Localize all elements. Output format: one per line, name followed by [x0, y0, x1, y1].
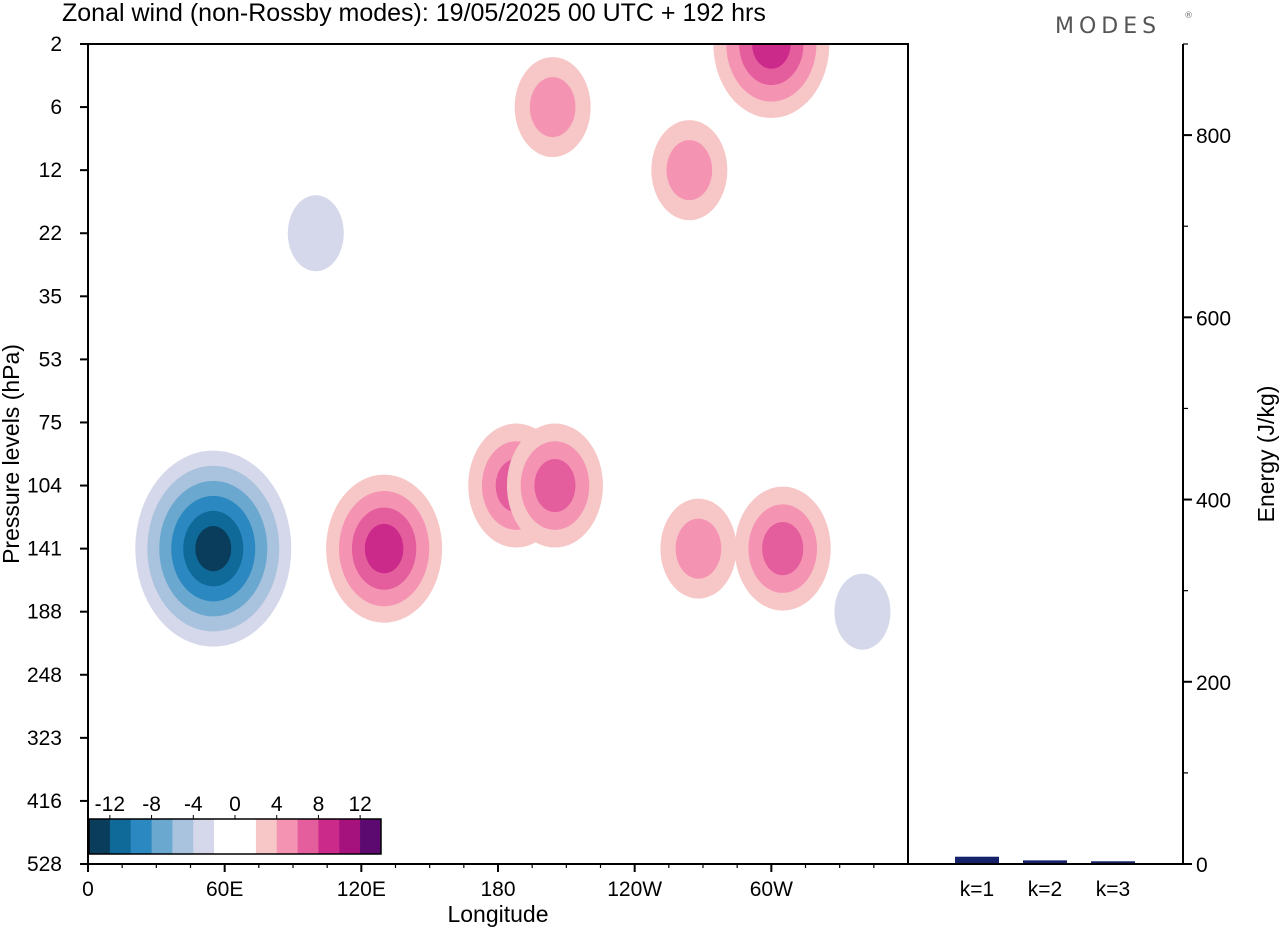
energy-category-label: k=3 — [1096, 878, 1130, 901]
contour-band — [287, 195, 344, 272]
contour-band — [666, 140, 713, 201]
contour-feature — [660, 498, 737, 599]
y-tick-label: 416 — [27, 790, 62, 813]
y-tick-label: 75 — [39, 411, 62, 434]
colorbar-swatch — [297, 819, 319, 854]
y-tick-label: 248 — [27, 664, 62, 687]
energy-bars — [955, 856, 1135, 864]
x-axis-label: Longitude — [447, 901, 548, 927]
contour-feature — [287, 195, 344, 272]
colorbar-swatch — [151, 819, 173, 854]
y-tick-label: 2 — [50, 33, 62, 56]
y-tick-label: 188 — [27, 601, 62, 624]
contour-feature — [734, 486, 831, 611]
y-tick-label: 35 — [39, 285, 62, 308]
contour-feature — [514, 57, 591, 158]
contour-feature — [713, 44, 830, 118]
colorbar-swatch — [109, 819, 132, 854]
y-axis: 2 6 12 22 35 53 75 104 141 188 248 323 416 528 — [27, 33, 88, 876]
contour-band — [364, 523, 404, 574]
colorbar-swatch — [172, 819, 194, 854]
contour-band — [195, 526, 232, 572]
energy-axis-ticks: 0 200 400 600 800 — [1183, 43, 1231, 877]
energy-bar-chart: 0 200 400 600 800 k=1 k=2 k=3 Energy (J/kg) — [907, 43, 1279, 901]
heatmap-plot: -12 -8 -4 0 4 8 12 0 60E 120E 180 120W 60W 2 6 12 22 35… — [0, 33, 909, 927]
y-tick-label: 141 — [27, 538, 62, 561]
y-axis-label: Pressure levels (hPa) — [0, 344, 24, 564]
energy-axis-label: Energy (J/kg) — [1253, 386, 1279, 523]
colorbar-swatch — [89, 819, 111, 854]
colorbar-label: 8 — [313, 793, 325, 816]
colorbar-swatch — [235, 819, 257, 854]
colorbar-swatch — [255, 819, 278, 854]
colorbar-swatch — [193, 819, 215, 854]
energy-tick-label: 800 — [1196, 125, 1231, 148]
y-tick-label: 6 — [50, 96, 62, 119]
colorbar-swatch — [360, 819, 382, 854]
colorbar-label: -12 — [95, 793, 125, 816]
energy-background — [908, 44, 1183, 864]
x-tick-label: 60W — [750, 878, 793, 901]
y-tick-label: 22 — [39, 222, 62, 245]
colorbar: -12 -8 -4 0 4 8 12 — [88, 793, 382, 855]
contour-band — [752, 44, 791, 69]
contour-feature — [506, 423, 603, 548]
energy-category-labels: k=1 k=2 k=3 — [960, 878, 1130, 901]
contour-feature — [135, 450, 292, 647]
energy-category-label: k=2 — [1028, 878, 1062, 901]
colorbar-label: 0 — [229, 793, 241, 816]
colorbar-label: -4 — [184, 793, 203, 816]
contour-band — [762, 522, 804, 576]
x-axis: 0 60E 120E 180 120W 60W — [82, 864, 875, 901]
contour-feature — [326, 474, 443, 623]
contour-band — [675, 518, 722, 579]
colorbar-label: 12 — [348, 793, 371, 816]
y-tick-label: 12 — [39, 159, 62, 182]
energy-bar — [1023, 860, 1067, 864]
energy-tick-label: 200 — [1196, 672, 1231, 695]
y-tick-label: 104 — [27, 475, 62, 498]
contour-fields — [135, 44, 891, 650]
energy-category-label: k=1 — [960, 878, 994, 901]
colorbar-swatch — [130, 819, 153, 854]
colorbar-label: -8 — [142, 793, 161, 816]
x-tick-label: 180 — [480, 878, 515, 901]
energy-bar — [1091, 861, 1135, 864]
x-tick-label: 120W — [607, 878, 662, 901]
y-tick-label: 323 — [27, 727, 62, 750]
colorbar-label: 4 — [271, 793, 283, 816]
x-tick-label: 120E — [337, 878, 386, 901]
energy-bar — [955, 856, 999, 864]
colorbar-swatch — [318, 819, 340, 854]
contour-band — [834, 573, 891, 650]
colorbar-swatch — [214, 819, 236, 854]
y-tick-label: 53 — [39, 348, 62, 371]
x-tick-label: 60E — [206, 878, 243, 901]
energy-tick-label: 0 — [1196, 854, 1208, 877]
colorbar-swatch — [339, 819, 361, 854]
contour-feature — [834, 573, 891, 650]
contour-band — [534, 458, 576, 513]
energy-tick-label: 600 — [1196, 307, 1231, 330]
energy-tick-label: 400 — [1196, 490, 1231, 513]
colorbar-swatch — [276, 819, 299, 854]
brand-logo: MODES — [1055, 14, 1161, 39]
contour-feature — [651, 120, 728, 221]
x-tick-label: 0 — [82, 878, 94, 901]
chart-title: Zonal wind (non-Rossby modes): 19/05/202… — [62, 0, 766, 27]
contour-band — [529, 77, 576, 138]
brand-mark: ® — [1184, 11, 1193, 21]
y-tick-label: 528 — [27, 853, 62, 876]
